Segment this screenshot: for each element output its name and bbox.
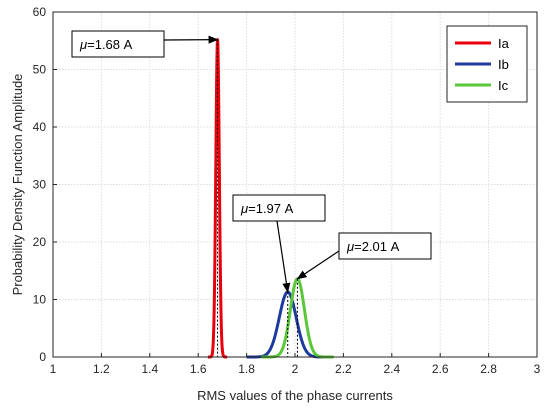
annotation-box xyxy=(232,194,326,222)
y-axis-title: Probability Density Function Amplitude xyxy=(10,74,25,296)
annotation-ic: μ=2.01 A xyxy=(296,232,432,280)
y-tick-label: 0 xyxy=(39,350,46,364)
y-tick-label: 60 xyxy=(33,5,47,19)
annotation-label: μ=1.68 A xyxy=(79,37,133,52)
y-tick-label: 30 xyxy=(33,178,47,192)
series-line-ib xyxy=(245,290,328,359)
x-tick-label: 2 xyxy=(292,362,299,376)
annotation-label: μ=2.01 A xyxy=(346,239,400,254)
annotation-ia: μ=1.68 A xyxy=(71,30,219,58)
legend-label-ic: Ic xyxy=(498,78,509,93)
x-tick-label: 2.4 xyxy=(383,362,400,376)
x-tick-label: 1.4 xyxy=(141,362,158,376)
annotation-arrow xyxy=(296,250,340,280)
mean-lines xyxy=(217,39,298,357)
annotation-label: μ=1.97 A xyxy=(240,201,294,216)
mu-symbol: μ xyxy=(79,37,87,52)
x-axis-title: RMS values of the phase currents xyxy=(197,388,393,403)
mu-symbol: μ xyxy=(240,201,248,216)
y-tick-label: 40 xyxy=(33,120,47,134)
x-tick-label: 2.2 xyxy=(335,362,352,376)
y-tick-label: 20 xyxy=(33,235,47,249)
x-tick-label: 2.8 xyxy=(480,362,497,376)
y-tick-label: 10 xyxy=(33,293,47,307)
legend-label-ia: Ia xyxy=(498,36,510,51)
annotation-box xyxy=(338,232,432,260)
annotation-box xyxy=(71,30,165,58)
annotation-value: =1.97 A xyxy=(248,201,294,216)
annotation-value: =1.68 A xyxy=(87,37,133,52)
annotation-value: =2.01 A xyxy=(354,239,400,254)
x-tick-label: 3 xyxy=(534,362,541,376)
annotation-ib: μ=1.97 A xyxy=(232,194,326,294)
x-tick-label: 1.6 xyxy=(190,362,207,376)
legend: Ia Ib Ic xyxy=(446,25,528,103)
x-tick-label: 2.6 xyxy=(432,362,449,376)
legend-label-ib: Ib xyxy=(498,57,509,72)
annotation-arrow xyxy=(276,220,291,294)
x-tick-label: 1.2 xyxy=(93,362,110,376)
x-tick-label: 1 xyxy=(50,362,57,376)
mu-symbol: μ xyxy=(346,239,354,254)
x-tick-label: 1.8 xyxy=(238,362,255,376)
annotations: μ=1.68 Aμ=1.97 Aμ=2.01 A xyxy=(71,30,432,294)
y-tick-label: 50 xyxy=(33,63,47,77)
